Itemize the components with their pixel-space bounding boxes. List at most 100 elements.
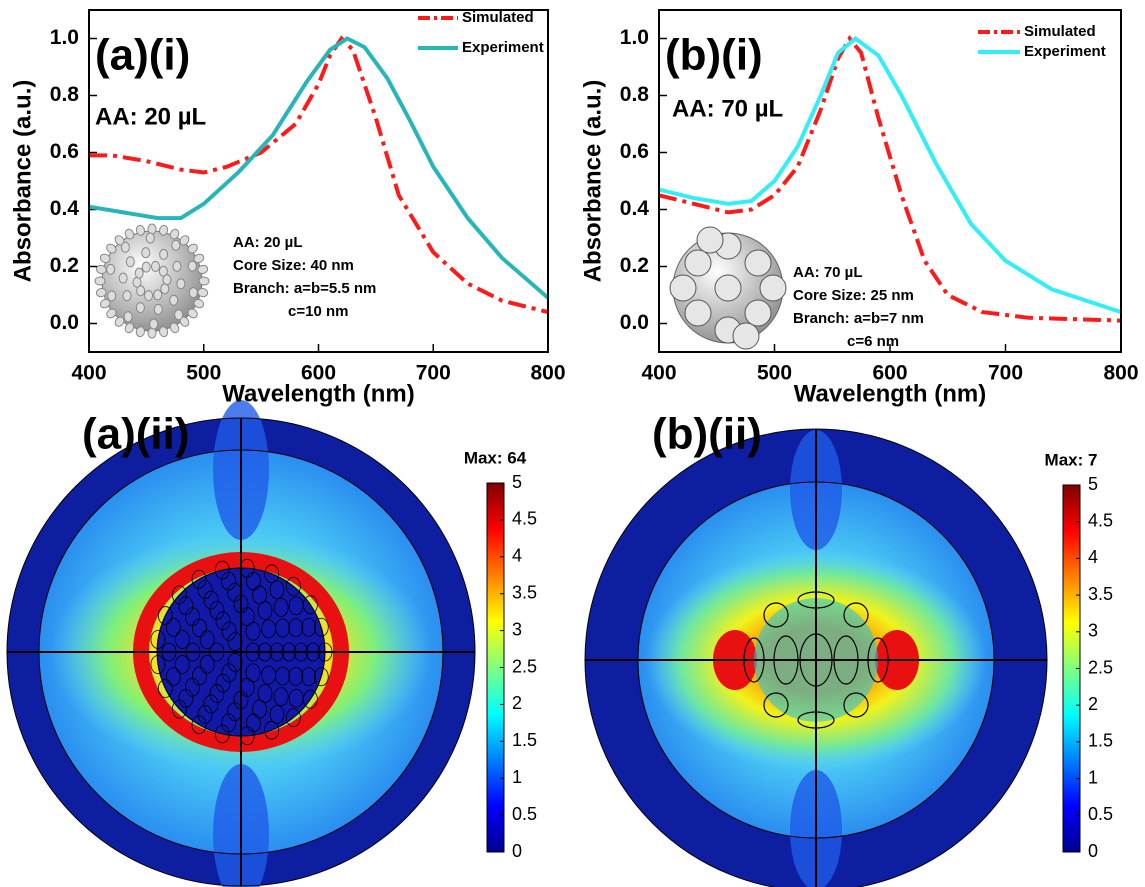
spike [135, 268, 143, 278]
field-map-a [7, 400, 475, 887]
y-tick-label: 0.4 [50, 197, 80, 220]
panel-label: (a)(ii) [82, 410, 190, 459]
y-tick-label: 0.0 [50, 311, 79, 334]
spike [126, 257, 134, 267]
spike [154, 290, 162, 300]
y-tick-label: 0.0 [620, 311, 649, 334]
colorbar-tick-label: 2 [512, 693, 522, 713]
spike [170, 295, 178, 305]
colorbar-tick-label: 1 [1088, 767, 1098, 787]
spike [151, 261, 159, 271]
spike [142, 262, 150, 272]
y-tick-label: 0.6 [50, 140, 79, 163]
y-axis-title: Absorbance (a.u.) [9, 80, 36, 283]
spike [119, 273, 127, 283]
spike [163, 275, 171, 285]
colorbar-tick-label: 1 [512, 767, 522, 787]
colorbar-tick-label: 2.5 [512, 656, 537, 676]
max-label: Max: 64 [464, 448, 527, 467]
spike [148, 328, 156, 338]
x-tick-label: 800 [1103, 362, 1138, 385]
spike [177, 279, 185, 289]
inset-particle-a [89, 224, 211, 340]
body: {"chart_data": [ {"type": "line", "xlabe… [0, 0, 1145, 887]
colorbar-tick-label: 0 [1088, 841, 1098, 861]
panel-label: (b)(ii) [652, 410, 762, 459]
y-tick-label: 1.0 [620, 26, 649, 49]
colorbar-tick-label: 4.5 [1088, 510, 1113, 530]
spike [161, 284, 169, 294]
colorbar-tick-label: 4 [1088, 547, 1098, 567]
inset-label: Branch: a=b=7 nm [793, 310, 924, 327]
x-tick-label: 700 [988, 362, 1023, 385]
x-tick-label: 800 [530, 362, 565, 385]
x-tick-label: 400 [641, 362, 676, 385]
spike [145, 291, 153, 301]
colorbar-tick-label: 0.5 [1088, 804, 1113, 824]
spike [108, 291, 116, 301]
colorbar-tick-label: 3 [1088, 621, 1098, 641]
annotation: AA: 70 µL [672, 95, 783, 122]
y-tick-label: 0.4 [620, 197, 650, 220]
spike [173, 261, 181, 271]
y-tick-label: 0.2 [50, 254, 79, 277]
bump [715, 275, 741, 301]
legend-label: Experiment [1024, 43, 1106, 60]
inset-label: c=10 nm [288, 303, 348, 320]
max-label: Max: 7 [1045, 450, 1098, 469]
inset-label: AA: 20 µL [233, 234, 303, 251]
inset-label: Core Size: 25 nm [793, 287, 914, 304]
colorbar-tick-label: 1.5 [512, 730, 537, 750]
x-tick-label: 500 [186, 362, 221, 385]
legend-label: Experiment [462, 39, 544, 56]
inset-particle-b [665, 222, 791, 349]
colorbar-tick-label: 5 [1088, 474, 1098, 494]
legend-label: Simulated [462, 9, 534, 26]
page: Absorbance spectra and field maps html, … [0, 0, 1145, 887]
annotation: (b)(i) [665, 31, 763, 80]
spike [142, 248, 150, 258]
colorbar-tick-label: 4 [512, 546, 522, 566]
spike [154, 304, 162, 314]
spike [133, 277, 141, 287]
spike [148, 224, 156, 234]
bump [745, 250, 771, 276]
x-tick-label: 500 [757, 362, 792, 385]
bump [745, 300, 771, 326]
spike [150, 319, 158, 329]
y-axis-title: Absorbance (a.u.) [579, 80, 606, 283]
x-tick-label: 700 [416, 362, 451, 385]
colorbar-tick-label: 2.5 [1088, 657, 1113, 677]
annotation: AA: 20 µL [95, 103, 206, 130]
spike [146, 233, 154, 243]
legend-label: Simulated [1024, 23, 1096, 40]
colorbar-tick-label: 4.5 [512, 509, 537, 529]
spike [95, 277, 105, 285]
colorbar-tick-label: 2 [1088, 694, 1098, 714]
bump [760, 275, 786, 301]
spike [188, 261, 196, 271]
spike [175, 310, 183, 320]
x-axis-title: Wavelength (nm) [794, 380, 986, 407]
spike [172, 240, 180, 250]
colorbar-tick-label: 1.5 [1088, 731, 1113, 751]
y-tick-label: 0.6 [620, 140, 649, 163]
bump [697, 227, 723, 253]
bump [670, 275, 696, 301]
y-tick-label: 0.8 [50, 83, 80, 106]
colorbar-tick-label: 3.5 [1088, 584, 1113, 604]
spike [124, 312, 132, 322]
bump [685, 300, 711, 326]
spike [189, 288, 197, 298]
colorbar-tick-label: 3 [512, 619, 522, 639]
figure: 4005006007008000.00.20.40.60.81.0Simulat… [0, 0, 1145, 887]
x-axis-title: Wavelength (nm) [222, 380, 414, 407]
spike [123, 291, 131, 301]
annotation: (a)(i) [95, 31, 190, 80]
colorbar-tick-label: 0.5 [512, 804, 537, 824]
colorbar-tick-label: 5 [512, 472, 522, 492]
inset-label: AA: 70 µL [793, 264, 863, 281]
spike [107, 264, 115, 274]
inset-label: c=6 nm [847, 333, 899, 350]
inset-label: Branch: a=b=5.5 nm [233, 280, 376, 297]
